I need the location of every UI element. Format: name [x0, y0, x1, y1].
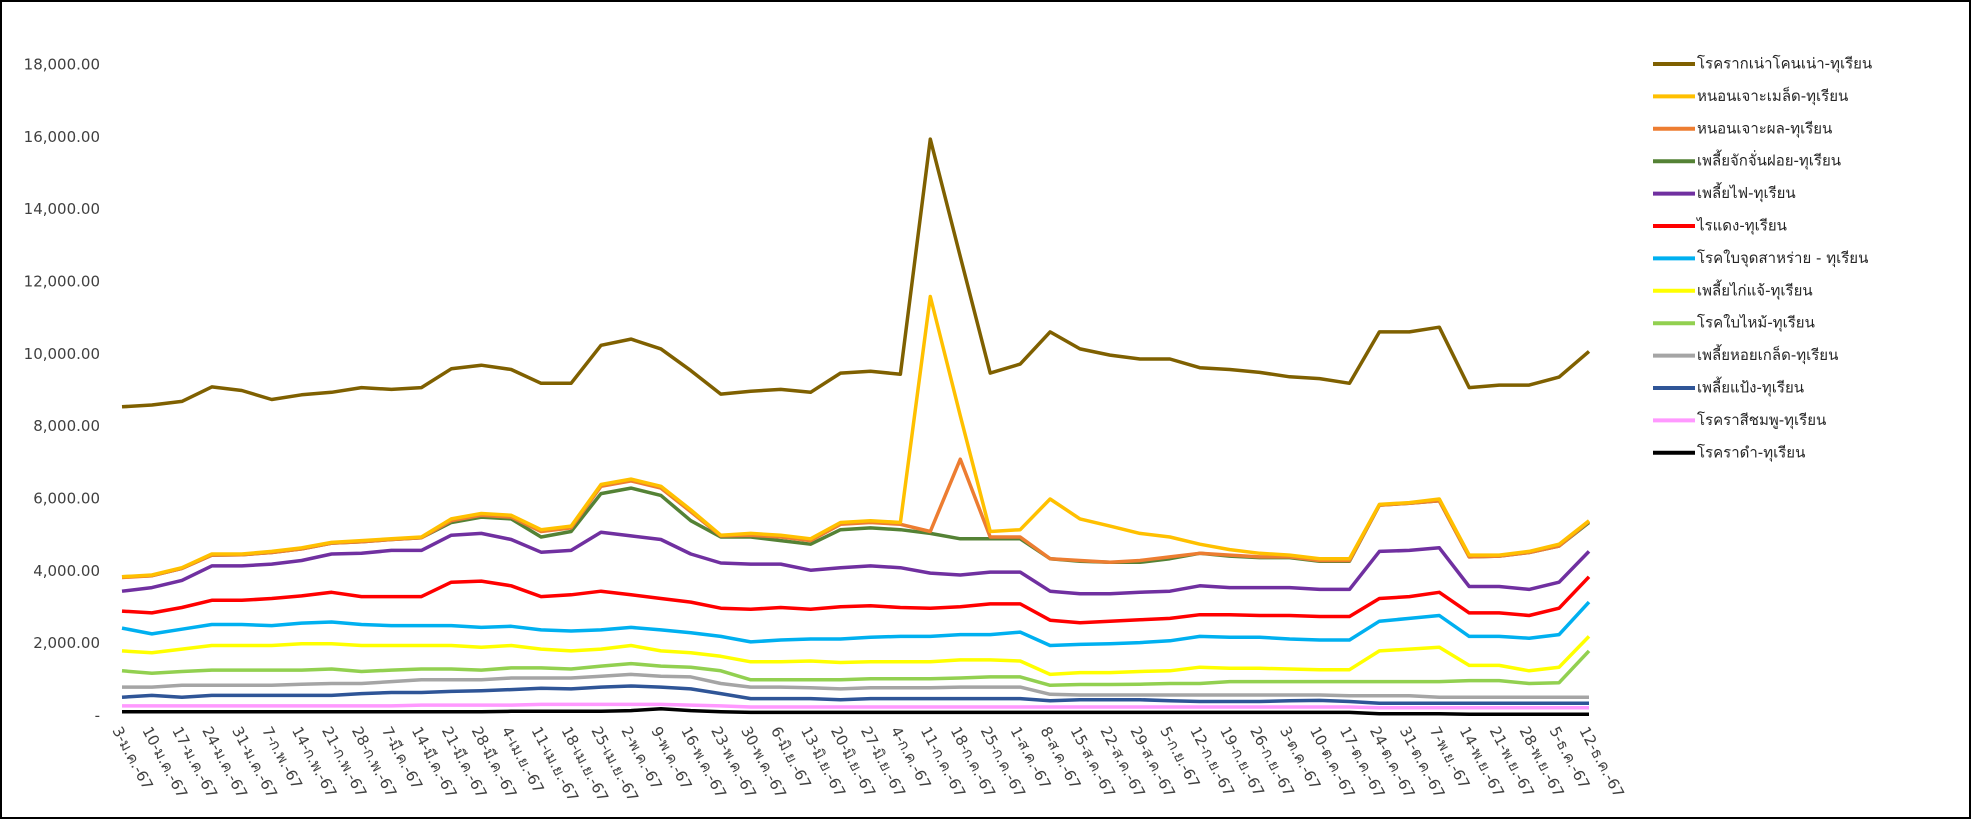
y-tick-label: - [95, 707, 100, 725]
legend-label: หนอนเจาะเมล็ด-ทุเรียน [1697, 86, 1848, 106]
y-tick-label: 12,000.00 [24, 273, 100, 291]
y-tick-label: 14,000.00 [24, 200, 100, 218]
series-line [122, 707, 1589, 716]
series-line [121, 649, 1591, 688]
y-tick-label: 18,000.00 [24, 56, 100, 74]
series-line [121, 530, 1591, 596]
legend-label: โรคใบจุดสาหร่าย - ทุเรียน [1697, 249, 1868, 268]
legend-label: เพลี้ยไฟ-ทุเรียน [1697, 182, 1796, 203]
y-tick-label: 4,000.00 [33, 562, 100, 580]
series-line [121, 294, 1591, 579]
series-line [121, 575, 1591, 625]
legend-label: เพลี้ยแป้ง-ทุเรียน [1697, 377, 1804, 398]
legend: โรครากเน่าโคนเน่า-ทุเรียนหนอนเจาะเมล็ด-ท… [1653, 55, 1872, 462]
legend-label: เพลี้ยหอยเกล็ด-ทุเรียน [1697, 344, 1838, 365]
legend-label: โรครากเน่าโคนเน่า-ทุเรียน [1697, 55, 1872, 74]
y-tick-label: 8,000.00 [33, 417, 100, 435]
series-line [122, 702, 1589, 710]
legend-label: เพลี้ยไก่แจ้-ทุเรียน [1697, 279, 1813, 300]
legend-label: โรคราสีชมพู-ทุเรียน [1697, 411, 1826, 430]
y-tick-label: 6,000.00 [33, 490, 100, 508]
series-line [121, 684, 1589, 706]
legend-label: ไรแดง-ทุเรียน [1696, 217, 1787, 236]
y-tick-label: 2,000.00 [33, 634, 100, 652]
series-line [121, 137, 1591, 409]
legend-label: เพลี้ยจักจั่นฝอย-ทุเรียน [1697, 150, 1841, 171]
y-tick-label: 16,000.00 [24, 128, 100, 146]
series-line [122, 672, 1589, 699]
y-tick-label: 10,000.00 [24, 345, 100, 363]
legend-label: หนอนเจาะผล-ทุเรียน [1697, 119, 1832, 138]
series-line [121, 635, 1591, 677]
legend-label: โรคใบไหม้-ทุเรียน [1697, 314, 1815, 333]
series-line [121, 600, 1591, 648]
legend-label: โรคราดำ-ทุเรียน [1697, 443, 1805, 462]
